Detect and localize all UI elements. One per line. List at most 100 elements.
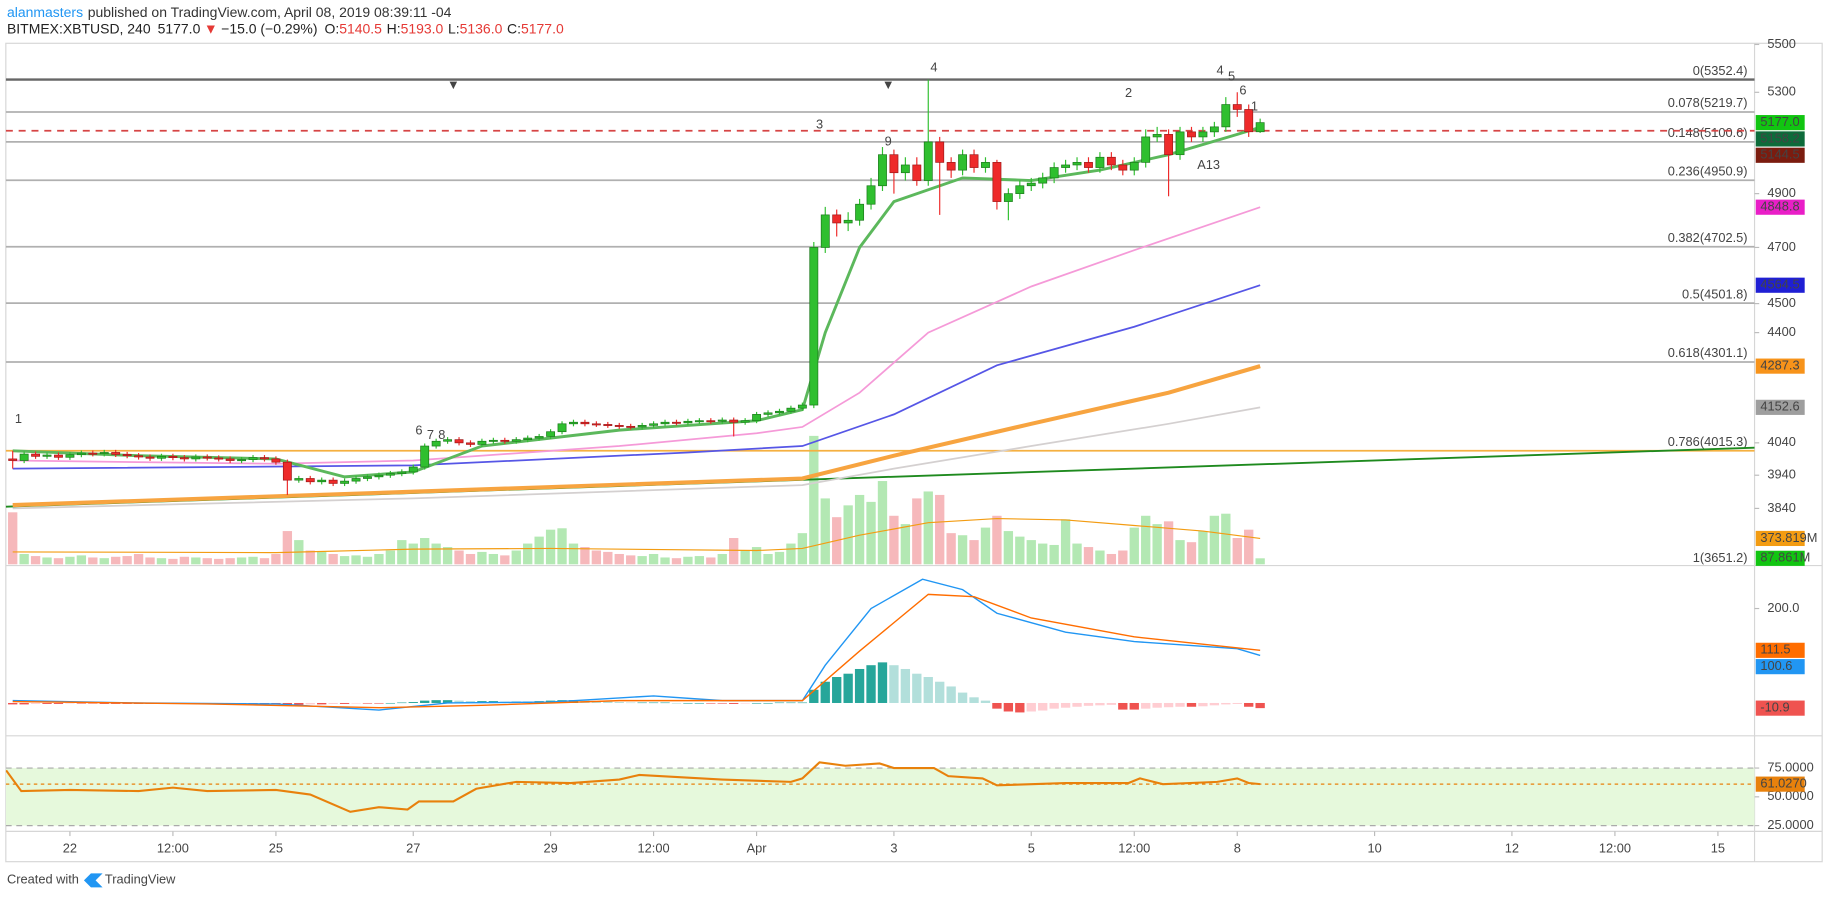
candle-body [248, 457, 258, 460]
volume-bar [1198, 531, 1208, 565]
macd-histogram-bar [763, 702, 773, 704]
volume-bar [1095, 550, 1105, 565]
macd-histogram-bar [946, 686, 956, 703]
volume-bar [648, 553, 659, 565]
candle-body [969, 154, 979, 168]
volume-bar [1060, 519, 1071, 565]
candle-body [626, 425, 636, 428]
candle-body [523, 437, 533, 440]
volume-bar [603, 551, 613, 565]
author[interactable]: alanmasters [7, 4, 83, 20]
y-tick-label: 4900 [1767, 185, 1796, 200]
axis-marker-label: 61.0270 [1760, 776, 1806, 791]
candle-body [1232, 104, 1242, 110]
volume-bar [214, 558, 224, 565]
volume-bar [1209, 515, 1220, 565]
volume-bar [1003, 531, 1014, 565]
axis-marker-label: -10.9 [1760, 700, 1789, 715]
macd-histogram-bar [351, 702, 361, 704]
macd-histogram-bar [1209, 702, 1220, 706]
macd-histogram-bar [362, 702, 373, 704]
candle-body [511, 439, 521, 442]
candle-body [1049, 167, 1059, 179]
volume-bar [1118, 550, 1128, 565]
candle-body [637, 425, 647, 428]
macd-histogram-bar [8, 702, 18, 705]
candle-body [923, 141, 933, 181]
volume-bar [305, 550, 315, 565]
volume-bar [534, 536, 544, 565]
volume-bar [877, 481, 888, 565]
candle-body [1198, 131, 1208, 138]
volume-bar [1026, 540, 1036, 565]
fib-label: 0.382(4702.5) [1668, 230, 1748, 245]
candle-body [351, 478, 361, 482]
volume-bar [420, 538, 430, 565]
candle-body [740, 420, 750, 423]
candle-body [1106, 156, 1116, 166]
candle-body [820, 214, 830, 248]
volume-bar [1072, 543, 1082, 565]
macd-histogram-bar [626, 702, 636, 704]
macd-histogram-bar [1152, 702, 1162, 708]
candle-body [706, 420, 716, 423]
candle-body [557, 423, 567, 433]
macd-histogram-bar [1049, 702, 1059, 709]
macd-histogram-bar [1003, 702, 1014, 712]
annotation: 1 [1251, 99, 1258, 114]
volume-bar [614, 553, 624, 565]
candle-body [809, 247, 819, 406]
candle-body [237, 459, 247, 462]
axis-marker [1755, 530, 1805, 547]
candle-body [1026, 182, 1036, 187]
candle-body [843, 219, 853, 224]
volume-bar [580, 547, 590, 565]
close-label: C: [507, 20, 521, 36]
candle-body [1015, 185, 1025, 194]
volume-bar [511, 550, 521, 565]
macd-histogram-bar [912, 673, 922, 703]
volume-bar [751, 547, 762, 565]
candle-body [546, 431, 556, 437]
moving-average [12, 406, 1261, 510]
annotation: 2 [1125, 85, 1132, 100]
volume-bar [351, 555, 361, 565]
volume-bar [729, 538, 739, 565]
volume-bar [1232, 538, 1242, 565]
fib-label: 0.618(4301.1) [1668, 345, 1748, 360]
fib-label: 0.5(4501.8) [1682, 286, 1748, 301]
footer-brand[interactable]: TradingView [105, 872, 176, 887]
volume-bar [717, 553, 727, 565]
x-tick-label: 12:00 [1118, 840, 1150, 855]
volume-bar [8, 512, 18, 565]
macd-histogram-bar [706, 702, 716, 704]
candle-body [1221, 104, 1231, 128]
candle-body [111, 452, 121, 455]
high-label: H: [387, 20, 401, 36]
macd-histogram-bar [1141, 702, 1151, 709]
candle-body [1072, 162, 1082, 166]
rsi-band [5, 768, 1755, 826]
annotation: 1 [15, 411, 22, 426]
macd-histogram-bar [866, 665, 876, 703]
x-tick-label: Apr [747, 840, 768, 855]
y-tick-label: 5300 [1767, 84, 1796, 99]
volume-bar [408, 543, 418, 565]
macd-histogram-bar [717, 702, 727, 704]
volume-bar [191, 557, 201, 565]
volume-bar [42, 557, 52, 565]
volume-bar [179, 556, 190, 565]
x-tick-label: 22 [63, 840, 77, 855]
axis-marker [1755, 776, 1805, 792]
volume-bar [133, 553, 144, 565]
candle-body [76, 452, 86, 456]
axis-marker-label: 5144.5 [1760, 147, 1799, 162]
candle-body [19, 453, 29, 461]
candle-body [305, 478, 315, 483]
macd-line [12, 578, 1261, 711]
candle-body [717, 419, 727, 422]
x-tick-label: 12:00 [157, 840, 189, 855]
axis-marker-label: 4848.8 [1760, 199, 1799, 214]
